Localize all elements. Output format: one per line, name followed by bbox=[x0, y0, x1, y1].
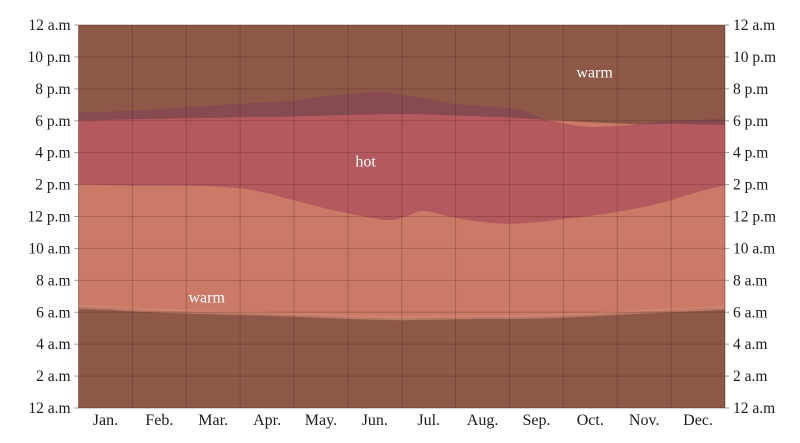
twilight-edge bbox=[78, 304, 725, 321]
hot-day-band bbox=[78, 114, 725, 224]
y-axis-label-right: 2 a.m bbox=[733, 368, 767, 385]
y-axis-label-left: 6 a.m bbox=[36, 304, 70, 321]
x-axis-label-month: Oct. bbox=[577, 412, 604, 429]
y-axis-label-right: 8 a.m bbox=[733, 272, 767, 289]
y-axis-label-right: 12 p.m bbox=[733, 209, 776, 226]
x-axis-label-month: Aug. bbox=[467, 412, 499, 429]
y-axis-label-right: 10 p.m bbox=[733, 49, 776, 66]
y-axis-label-left: 2 p.m bbox=[35, 177, 70, 194]
y-axis-label-right: 8 p.m bbox=[733, 81, 768, 98]
y-axis-label-left: 12 a.m bbox=[28, 17, 70, 34]
y-axis-label-left: 12 p.m bbox=[27, 209, 70, 226]
y-axis-label-right: 6 a.m bbox=[733, 304, 767, 321]
x-axis-label-month: Jul. bbox=[417, 412, 440, 429]
x-axis-label-month: Mar. bbox=[198, 412, 228, 429]
y-axis-label-right: 12 a.m bbox=[733, 17, 775, 34]
y-axis-label-left: 8 p.m bbox=[35, 81, 70, 98]
y-axis-label-left: 8 a.m bbox=[36, 272, 70, 289]
plot-area bbox=[78, 25, 725, 408]
y-axis-label-right: 4 a.m bbox=[733, 336, 767, 353]
x-axis-label-month: Nov. bbox=[629, 412, 660, 429]
y-axis-label-left: 4 p.m bbox=[35, 145, 70, 162]
x-axis-label-month: May. bbox=[305, 412, 337, 429]
y-axis-label-right: 2 p.m bbox=[733, 177, 768, 194]
gridlines bbox=[78, 25, 725, 408]
y-axis-label-left: 2 a.m bbox=[36, 368, 70, 385]
y-axis-label-right: 6 p.m bbox=[733, 113, 768, 130]
y-axis-label-left: 10 p.m bbox=[27, 49, 70, 66]
x-axis-label-month: Jan. bbox=[93, 412, 118, 429]
y-axis-label-left: 10 a.m bbox=[28, 240, 70, 257]
x-axis-label-month: Dec. bbox=[683, 412, 713, 429]
x-axis-label-month: Feb. bbox=[145, 412, 173, 429]
band-label-hot: hot bbox=[355, 154, 376, 171]
band-label-warm: warm bbox=[576, 64, 613, 81]
y-axis-label-left: 6 p.m bbox=[35, 113, 70, 130]
x-axis-label-month: Apr. bbox=[253, 412, 281, 429]
y-axis-label-right: 4 p.m bbox=[733, 145, 768, 162]
x-axis-label-month: Sep. bbox=[522, 412, 550, 429]
x-axis-label-month: Jun. bbox=[362, 412, 388, 429]
y-axis-label-left: 12 a.m bbox=[28, 400, 70, 417]
y-axis-label-left: 4 a.m bbox=[36, 336, 70, 353]
band-label-warm: warm bbox=[189, 289, 226, 306]
y-axis-label-right: 12 a.m bbox=[733, 400, 775, 417]
y-axis-label-right: 10 a.m bbox=[733, 240, 775, 257]
